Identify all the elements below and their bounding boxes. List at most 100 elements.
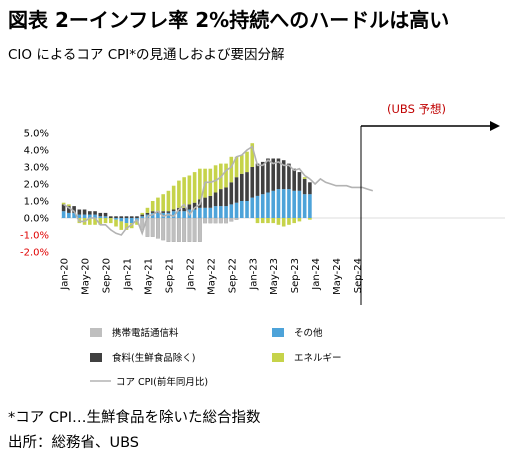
x-tick-label: Sep-22 — [227, 258, 238, 293]
footnote: *コア CPI…生鮮食品を除いた総合指数 — [8, 410, 261, 426]
legend-energy-label: エネルギー — [294, 353, 342, 364]
bar-food — [61, 204, 66, 212]
bar-mobile — [224, 217, 229, 224]
bar-mobile — [203, 217, 208, 224]
figure-subtitle: CIO によるコア CPI*の見通しおよび要因分解 — [8, 47, 285, 63]
legend-line-label: コア CPI(前年同月比) — [116, 376, 208, 388]
bar-energy — [271, 218, 276, 224]
bar-energy — [281, 218, 286, 227]
bar-energy — [234, 156, 239, 178]
bar-food — [297, 172, 302, 191]
bar-food — [140, 214, 145, 217]
bar-food — [271, 158, 276, 191]
core-cpi-line-forecast — [309, 177, 374, 192]
bar-other — [114, 218, 118, 220]
bar-food — [292, 168, 296, 191]
bar-food — [250, 167, 255, 198]
bar-food — [114, 216, 118, 218]
bar-other — [276, 189, 281, 218]
bar-food — [93, 211, 97, 215]
x-tick-label: Jan-22 — [185, 258, 196, 291]
chart-lines — [63, 145, 374, 236]
bar-energy — [297, 218, 302, 222]
bar-other — [124, 218, 129, 224]
bar-energy — [224, 163, 228, 188]
bar-energy — [108, 218, 113, 224]
bar-other — [129, 218, 134, 224]
bar-energy — [229, 156, 234, 183]
bar-food — [308, 182, 312, 195]
bar-mobile — [166, 217, 171, 242]
bar-other — [302, 194, 307, 218]
bar-food — [276, 158, 281, 190]
bar-other — [98, 216, 103, 218]
bar-food — [150, 211, 155, 213]
bar-energy — [145, 207, 150, 213]
bar-energy — [98, 218, 103, 225]
bar-mobile — [192, 217, 197, 242]
bar-energy — [260, 218, 265, 224]
bar-mobile — [150, 217, 155, 237]
legend-food-label: 食料(生鮮食品除く) — [112, 352, 195, 364]
bar-other — [61, 211, 66, 218]
bar-other — [297, 190, 302, 218]
legend-other-swatch — [272, 328, 284, 337]
bar-other — [229, 204, 234, 218]
bar-other — [213, 206, 218, 218]
y-tick-label: -2.0% — [20, 248, 49, 259]
legend-energy-swatch — [272, 353, 284, 362]
x-tick-label: May-21 — [143, 258, 154, 295]
bar-mobile — [171, 217, 176, 242]
bar-mobile — [187, 217, 192, 242]
bar-mobile — [229, 217, 234, 222]
y-axis-ticks: 5.0% 4.0% 3.0% 2.0% 1.0% 0.0% -1.0% -2.0% — [20, 129, 49, 259]
bar-other — [308, 194, 312, 218]
bar-energy — [140, 212, 145, 215]
bar-other — [182, 211, 186, 218]
legend-mobile-swatch — [90, 328, 102, 337]
bar-other — [281, 189, 286, 218]
core-cpi-chart: 5.0% 4.0% 3.0% 2.0% 1.0% 0.0% -1.0% -2.0% Jan-2… — [20, 102, 505, 388]
bar-other — [77, 214, 82, 218]
bar-food — [266, 158, 270, 193]
bar-food — [213, 192, 218, 207]
x-tick-label: Jan-24 — [311, 258, 322, 291]
x-tick-label: May-22 — [206, 258, 217, 295]
bar-mobile — [182, 217, 187, 242]
bar-food — [260, 161, 265, 195]
bar-food — [67, 206, 71, 213]
y-tick-label: 3.0% — [24, 163, 49, 174]
y-tick-label: 1.0% — [24, 197, 49, 208]
bar-energy — [198, 168, 202, 200]
x-tick-label: Jan-23 — [248, 258, 259, 291]
bar-food — [239, 173, 244, 201]
x-axis-ticks: Jan-20 May-20 Sep-20 Jan-21 May-21 Sep-21 Jan-… — [60, 258, 364, 295]
bar-energy — [239, 155, 244, 174]
bar-food — [245, 172, 249, 201]
bar-other — [219, 206, 223, 218]
bar-energy — [255, 218, 260, 224]
bar-energy — [61, 202, 66, 205]
bar-mobile — [218, 217, 223, 224]
bar-energy — [250, 143, 255, 167]
y-tick-label: -1.0% — [20, 231, 49, 242]
bar-food — [129, 216, 134, 218]
bar-food — [161, 211, 165, 213]
core-cpi-line-actual — [63, 145, 311, 236]
bar-energy — [266, 218, 270, 224]
bar-other — [72, 212, 76, 218]
x-tick-label: Sep-23 — [290, 258, 301, 293]
bar-mobile — [197, 217, 202, 242]
x-tick-label: Sep-21 — [164, 258, 175, 293]
bar-energy — [192, 172, 197, 203]
bar-other — [245, 201, 249, 218]
bar-other — [239, 201, 244, 218]
bar-energy — [119, 221, 124, 230]
bar-other — [192, 209, 197, 218]
bar-other — [260, 194, 265, 218]
bar-food — [255, 163, 260, 196]
bar-energy — [103, 218, 108, 224]
bar-food — [182, 207, 186, 212]
bar-other — [234, 202, 239, 218]
bar-energy — [166, 190, 171, 212]
